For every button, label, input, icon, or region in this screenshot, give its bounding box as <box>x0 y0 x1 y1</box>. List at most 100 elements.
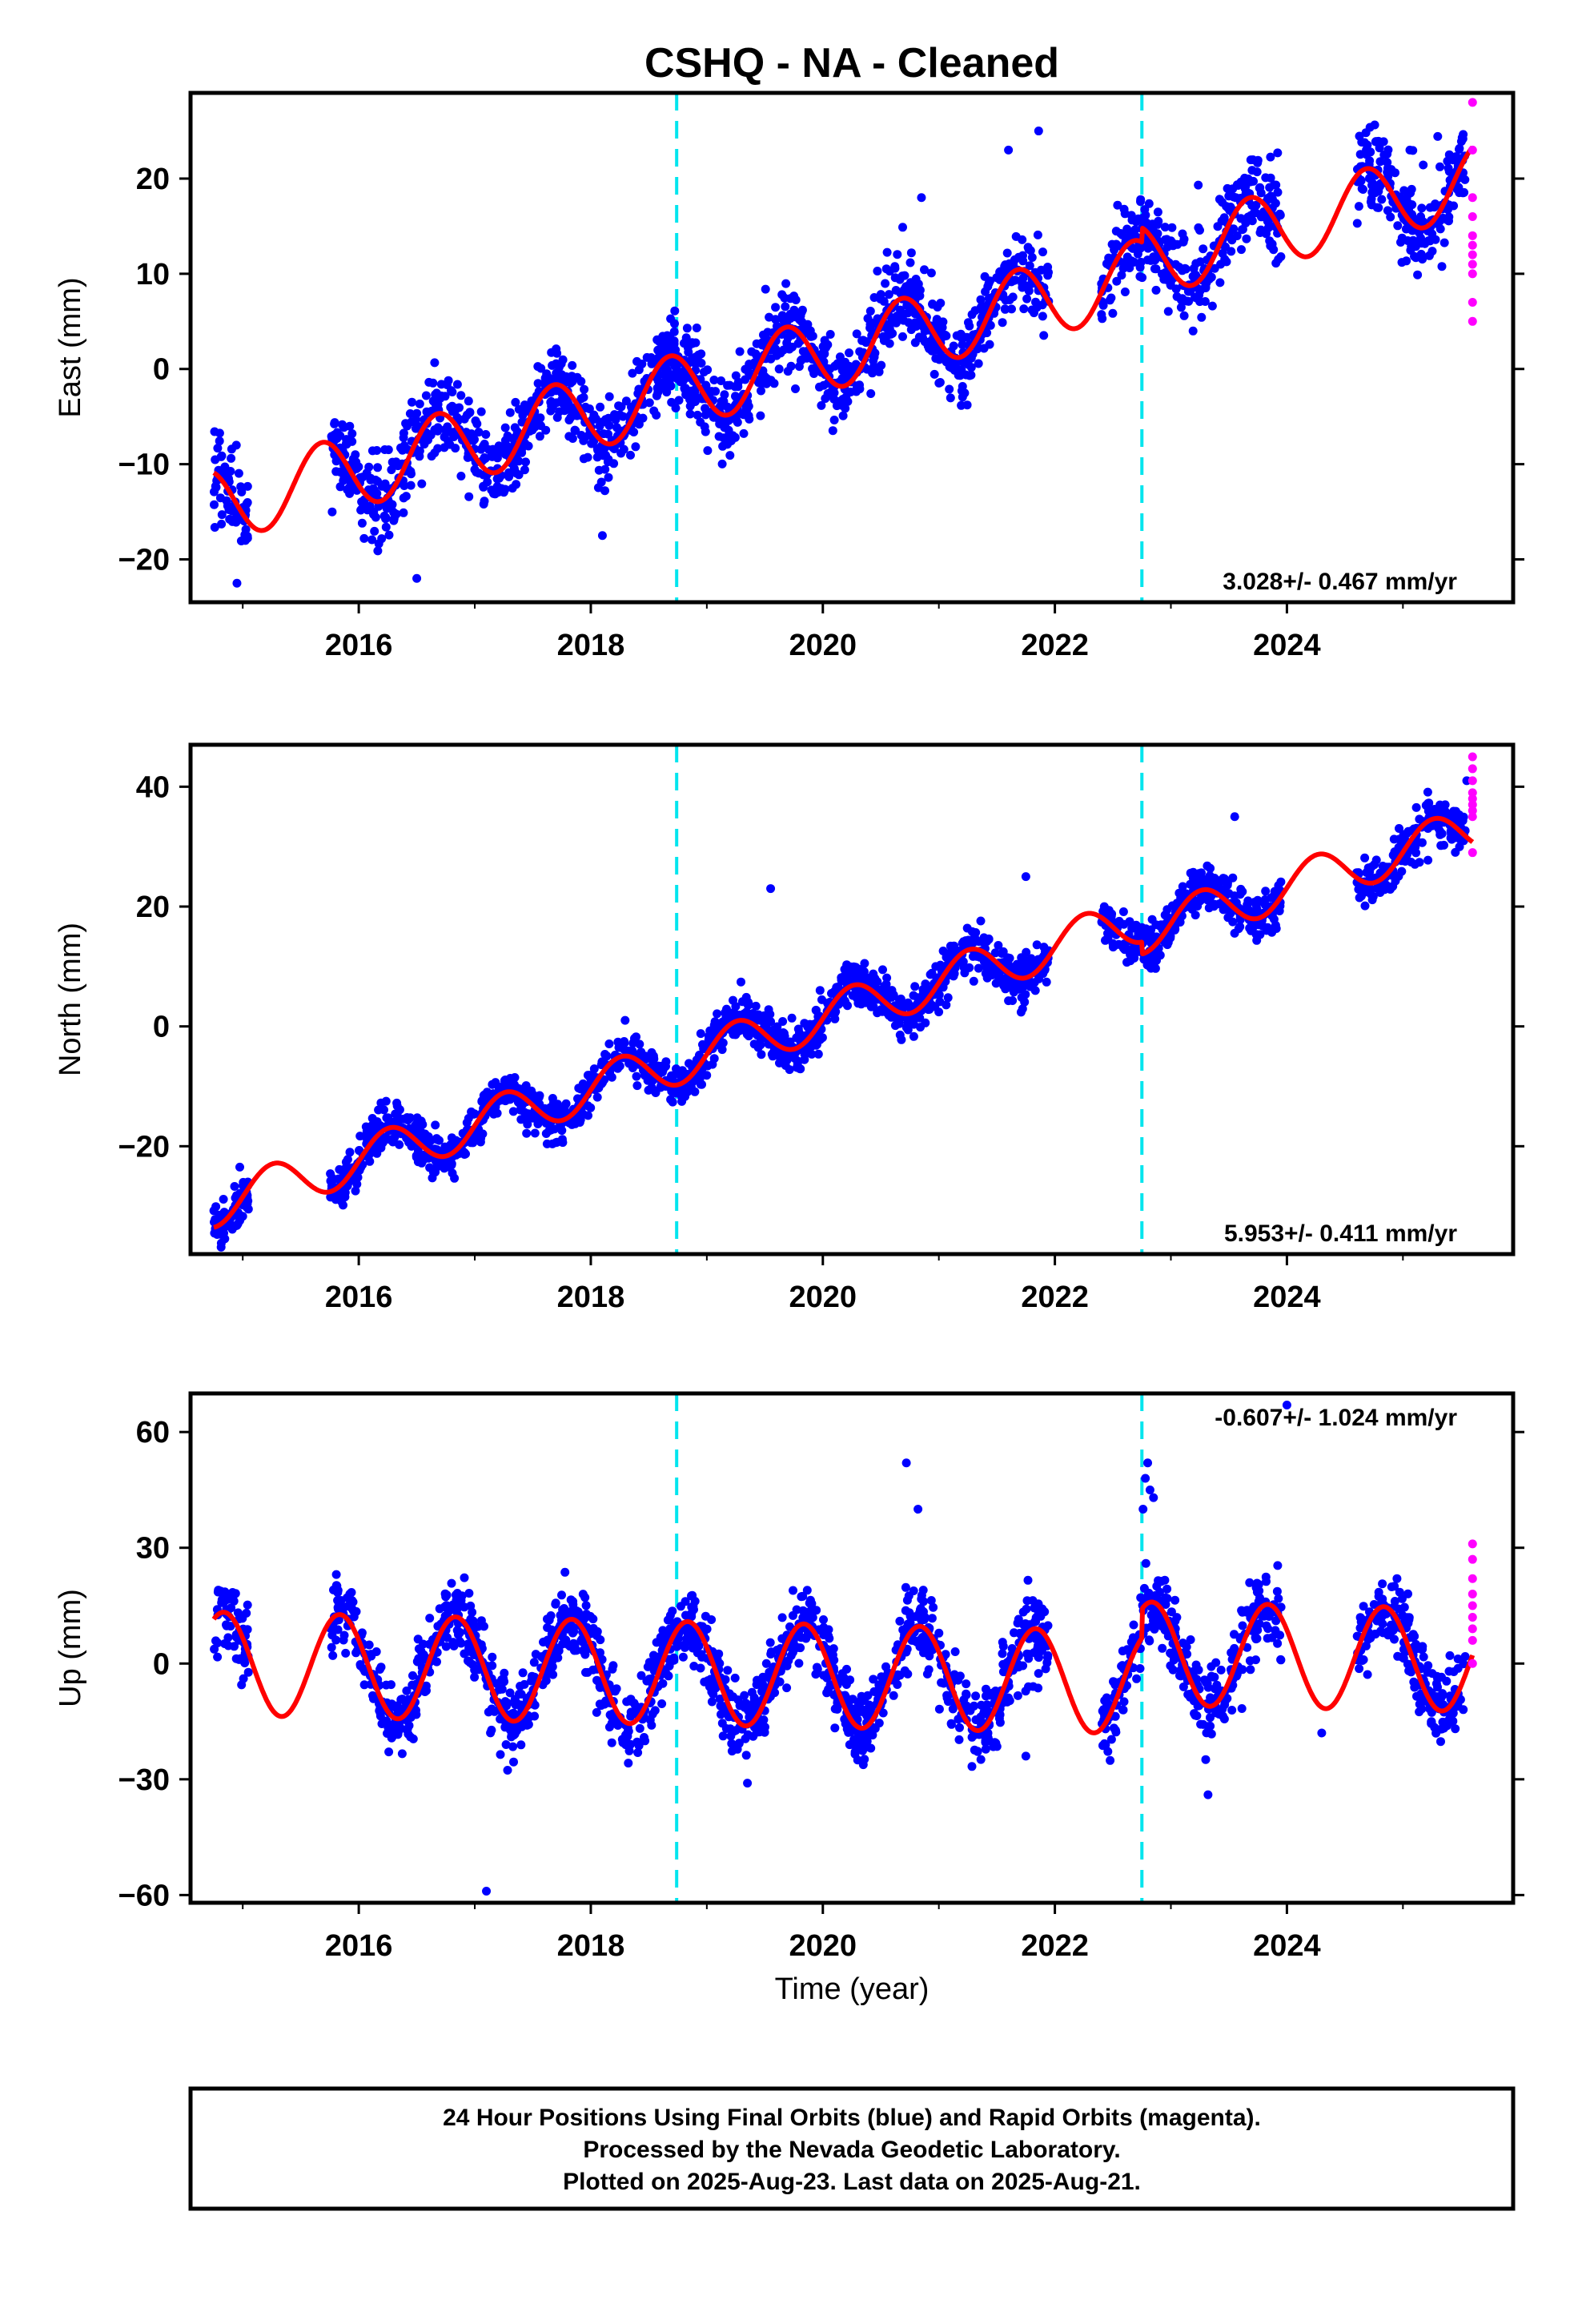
data-point <box>379 1105 388 1115</box>
data-point <box>635 1039 644 1049</box>
data-point <box>634 365 644 375</box>
data-point <box>604 392 614 401</box>
data-point <box>1451 847 1460 857</box>
data-point <box>592 1092 602 1102</box>
data-point <box>564 416 574 424</box>
data-point <box>555 407 564 416</box>
data-point <box>533 1120 543 1128</box>
data-point <box>793 310 802 320</box>
data-point <box>1242 234 1251 243</box>
data-point <box>723 440 732 449</box>
data-point <box>1187 904 1197 914</box>
data-point <box>921 1018 930 1027</box>
data-point <box>1110 940 1120 950</box>
data-point <box>1229 192 1239 202</box>
data-point <box>435 1160 444 1170</box>
data-point <box>782 1683 792 1693</box>
data-point <box>234 468 243 478</box>
data-point <box>614 401 624 411</box>
data-point <box>983 282 993 292</box>
data-point <box>761 1659 771 1668</box>
data-point <box>1135 271 1145 281</box>
data-point <box>1166 1607 1176 1617</box>
data-point <box>910 982 920 991</box>
data-point <box>427 452 436 461</box>
data-point <box>955 1723 964 1732</box>
data-point <box>1135 263 1145 272</box>
data-point <box>984 294 994 303</box>
data-point <box>1430 203 1439 212</box>
data-point <box>464 492 474 501</box>
data-point <box>1126 211 1136 220</box>
data-point <box>719 396 729 406</box>
data-point <box>891 318 901 328</box>
data-point <box>840 358 849 368</box>
data-point <box>633 1748 643 1757</box>
data-point <box>736 1025 745 1035</box>
data-point <box>576 431 586 440</box>
data-point <box>359 497 368 507</box>
data-point <box>1022 956 1032 966</box>
data-point <box>1365 123 1375 132</box>
data-point <box>897 999 907 1008</box>
data-point <box>232 1191 241 1200</box>
data-point <box>380 479 390 489</box>
data-point <box>800 1055 809 1064</box>
y-tick-label: −20 <box>118 544 170 577</box>
data-point <box>408 1734 418 1743</box>
data-point <box>685 409 695 419</box>
data-point <box>869 366 878 376</box>
data-point <box>421 391 431 400</box>
data-point <box>717 1710 725 1719</box>
data-point <box>1102 259 1111 268</box>
data-point <box>873 267 882 275</box>
data-point <box>597 531 607 541</box>
data-point <box>1150 963 1160 973</box>
data-point <box>436 380 446 389</box>
data-point <box>1435 809 1445 818</box>
data-point <box>425 430 435 440</box>
data-point <box>1162 1584 1172 1594</box>
rapid-data-point <box>1468 212 1477 222</box>
data-point <box>1005 954 1014 963</box>
data-point <box>884 290 893 300</box>
data-point <box>958 392 967 402</box>
data-point <box>935 378 945 387</box>
data-point <box>580 402 590 412</box>
y-tick-label: 20 <box>136 163 170 196</box>
data-point <box>666 1095 676 1104</box>
data-point <box>771 344 781 354</box>
data-point <box>1019 304 1029 314</box>
data-point <box>412 1124 422 1133</box>
data-point <box>868 318 877 328</box>
data-point <box>1147 915 1157 924</box>
data-point <box>697 359 706 368</box>
data-point <box>432 1145 442 1155</box>
y-tick-label: 0 <box>153 353 170 387</box>
data-point <box>838 411 848 420</box>
data-point <box>361 1122 371 1132</box>
rapid-data-point <box>1468 240 1477 250</box>
data-point <box>1106 911 1116 921</box>
data-point <box>1122 252 1132 262</box>
data-point <box>696 1080 705 1089</box>
x-tick-label: 2018 <box>557 1281 625 1314</box>
data-point <box>579 392 588 402</box>
data-point <box>405 409 415 418</box>
data-point <box>747 347 757 356</box>
data-point <box>564 400 573 408</box>
data-point <box>733 382 743 392</box>
data-point <box>632 1032 640 1042</box>
data-point <box>593 483 603 493</box>
data-point <box>764 1016 773 1026</box>
data-point <box>967 310 977 320</box>
data-point <box>479 1091 488 1100</box>
data-point <box>791 384 800 393</box>
data-point <box>557 1126 567 1136</box>
data-point <box>1020 997 1030 1007</box>
rate-label: 5.953+/- 0.411 mm/yr <box>1224 1220 1457 1247</box>
data-point <box>591 414 600 424</box>
data-point <box>1395 824 1403 833</box>
data-point <box>468 1138 478 1148</box>
